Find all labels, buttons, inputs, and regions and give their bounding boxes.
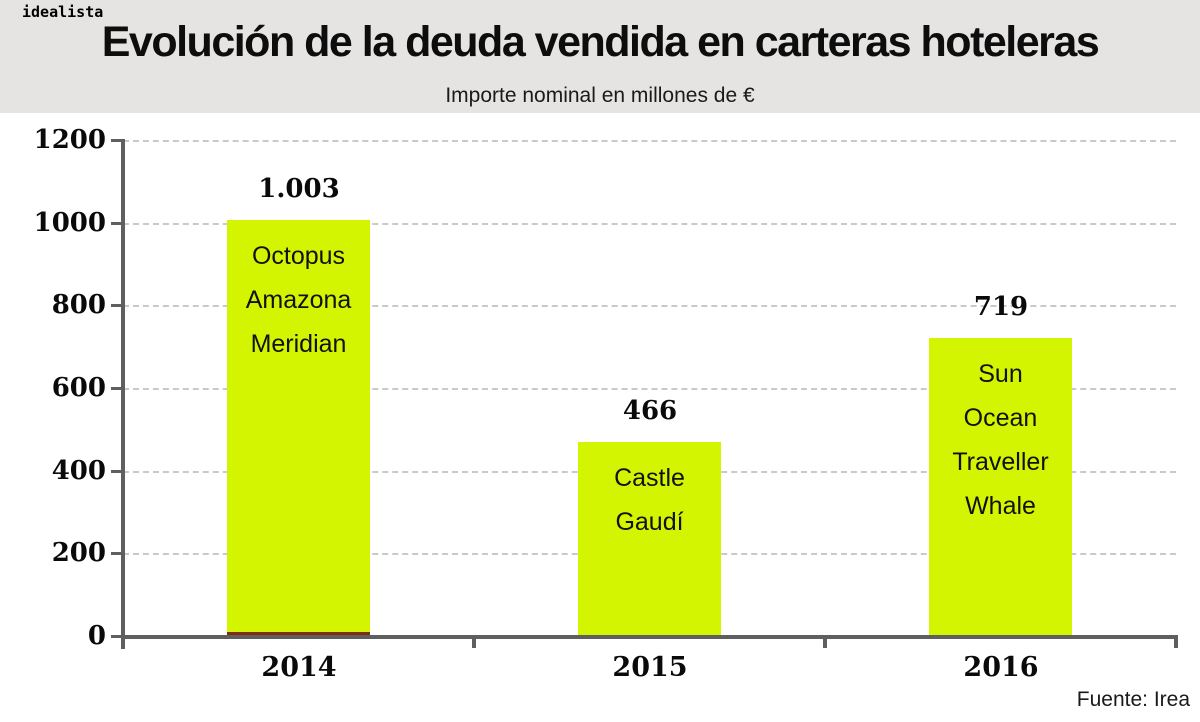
x-axis-label: 2016 [963, 652, 1039, 683]
bar-2016 [929, 338, 1072, 635]
bar-inner-label-line: Castle [614, 464, 685, 492]
y-axis-line [121, 139, 125, 649]
bar-base-strip [227, 632, 370, 635]
x-axis-tick [823, 638, 827, 648]
chart-subtitle: Importe nominal en millones de € [445, 84, 755, 107]
y-axis-label: 200 [51, 538, 106, 569]
bar-inner-label-line: Sun [978, 360, 1023, 388]
bar-value-label: 466 [622, 396, 678, 426]
x-axis-label: 2014 [261, 652, 337, 683]
bar-2015 [578, 442, 721, 635]
brand-logo: idealista [22, 3, 104, 21]
bar-inner-label-line: Whale [965, 492, 1036, 520]
y-axis-tick [111, 552, 121, 556]
y-axis-tick [111, 139, 121, 142]
gridline-800 [123, 305, 1176, 308]
x-axis-line [121, 635, 1178, 639]
y-axis-tick [111, 221, 121, 225]
y-axis-label: 0 [87, 621, 106, 651]
bar-value-label: 719 [973, 292, 1029, 322]
y-axis-tick [111, 469, 121, 473]
bar-chart: 0 200 400 600 800 1000 1200 1.003 Octopus Amazona… [0, 113, 1200, 722]
gridline-1200 [123, 140, 1176, 142]
gridline-600 [123, 388, 1176, 390]
bar-2014 [227, 220, 370, 635]
bar-inner-label-line: Traveller [952, 448, 1049, 476]
y-axis-tick [111, 387, 121, 390]
x-axis-tick [1174, 638, 1178, 648]
gridline-1000 [123, 222, 1176, 225]
y-axis-label: 1200 [33, 125, 106, 155]
bar-value-label: 1.003 [258, 174, 340, 204]
header: idealista Evolución de la deuda vendida … [0, 0, 1200, 113]
bar-inner-label-line: Ocean [963, 404, 1038, 432]
y-axis-tick [111, 304, 121, 308]
y-axis-label: 1000 [33, 207, 106, 238]
bar-inner-labels: Octopus Amazona Meridian [227, 234, 370, 366]
y-axis-label: 600 [51, 373, 106, 403]
y-axis-label: 400 [51, 455, 106, 486]
y-axis-tick [111, 635, 121, 638]
bar-inner-label-line: Gaudí [615, 508, 684, 536]
bar-inner-label-line: Octopus [251, 242, 346, 270]
y-axis-label: 800 [51, 290, 106, 321]
bar-inner-labels: Castle Gaudí [578, 456, 721, 544]
page-title: Evolución de la deuda vendida en cartera… [101, 18, 1100, 66]
source-label: Fuente: Irea [1076, 688, 1190, 711]
bar-inner-label-line: Amazona [245, 286, 352, 314]
x-axis-tick [472, 638, 476, 648]
x-axis-label: 2015 [612, 652, 688, 683]
bar-inner-labels: Sun Ocean Traveller Whale [929, 352, 1072, 528]
bar-inner-label-line: Meridian [250, 330, 347, 358]
